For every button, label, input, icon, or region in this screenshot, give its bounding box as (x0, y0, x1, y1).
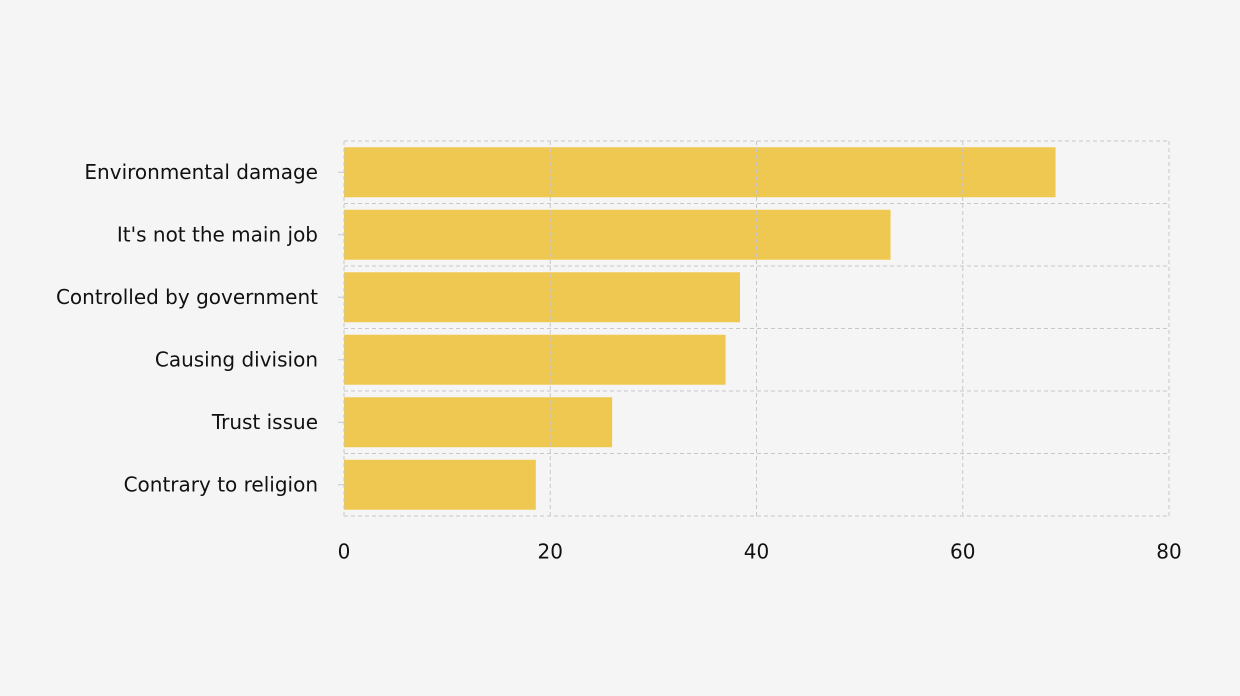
y-tick-label: Causing division (155, 347, 318, 371)
y-tick-label: Contrary to religion (124, 472, 318, 496)
y-tick-label: It's not the main job (117, 222, 318, 246)
y-tick-label: Trust issue (211, 410, 318, 434)
y-tick-label: Controlled by government (56, 285, 318, 309)
bar (344, 272, 740, 323)
bar (344, 334, 726, 385)
x-tick-label: 0 (338, 540, 351, 564)
x-tick-label: 20 (538, 540, 563, 564)
bar (344, 459, 536, 510)
y-tick-label: Environmental damage (84, 160, 318, 184)
x-tick-label: 80 (1156, 540, 1181, 564)
bar (344, 397, 613, 448)
x-tick-label: 40 (744, 540, 769, 564)
bar (344, 209, 891, 260)
bar (344, 147, 1056, 198)
x-tick-label: 60 (950, 540, 975, 564)
